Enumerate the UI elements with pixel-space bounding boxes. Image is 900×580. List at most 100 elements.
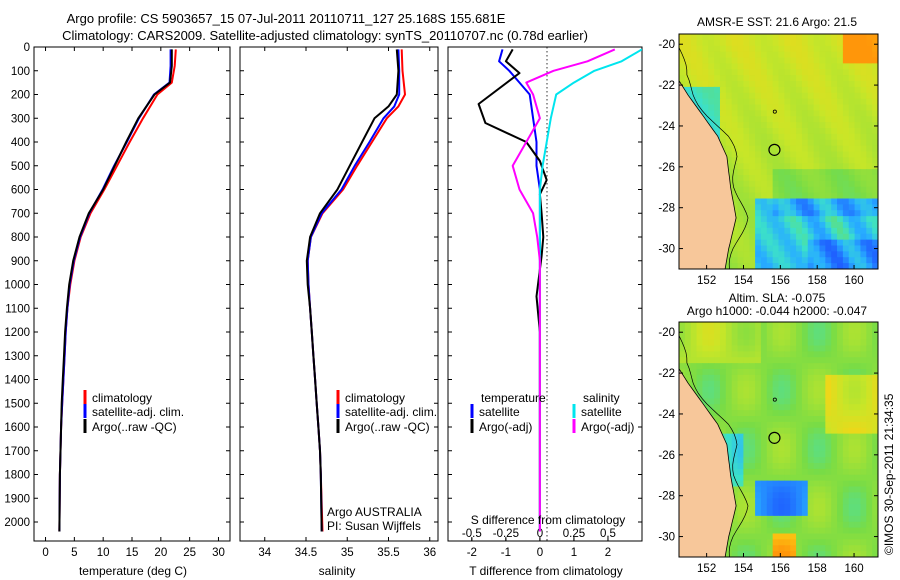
heatmap-cell xyxy=(749,139,756,147)
s-tick-label: 0 xyxy=(537,528,543,540)
heatmap-cell xyxy=(760,322,768,329)
heatmap-cell xyxy=(778,427,785,435)
heatmap-cell xyxy=(743,69,750,76)
heatmap-cell xyxy=(854,416,862,423)
heatmap-cell xyxy=(813,104,821,111)
heatmap-cell xyxy=(842,416,850,423)
heatmap-cell xyxy=(708,57,715,64)
heatmap-cell xyxy=(807,545,815,552)
heatmap-cell xyxy=(872,380,878,388)
heatmap-cell xyxy=(702,386,709,394)
heatmap-cell xyxy=(842,322,850,329)
heatmap-cell xyxy=(737,157,744,164)
heatmap-cell xyxy=(854,504,862,511)
heatmap-cell xyxy=(702,75,709,82)
heatmap-cell xyxy=(702,363,709,370)
heatmap-cell xyxy=(778,527,785,535)
heatmap-cell xyxy=(831,492,838,499)
heatmap-cell xyxy=(872,128,878,135)
depth-tick-label: 1500 xyxy=(4,398,30,410)
heatmap-cell xyxy=(831,145,838,153)
heatmap-cell xyxy=(690,34,698,41)
heatmap-cell xyxy=(790,551,797,557)
heatmap-cell xyxy=(854,257,862,264)
heatmap-cell xyxy=(866,416,873,423)
heatmap-cell xyxy=(760,122,768,129)
heatmap-cell xyxy=(719,322,727,329)
heatmap-cell xyxy=(854,322,862,329)
heatmap-cell xyxy=(784,486,791,493)
heatmap-cell xyxy=(848,374,856,382)
heatmap-cell xyxy=(731,357,739,364)
heatmap-cell xyxy=(872,486,878,493)
heatmap-cell xyxy=(848,175,856,182)
heatmap-cell xyxy=(825,86,832,94)
heatmap-cell xyxy=(796,480,803,488)
heatmap-cell xyxy=(725,451,733,458)
heatmap-cell xyxy=(825,157,832,164)
heatmap-cell xyxy=(825,104,832,111)
heatmap-cell xyxy=(790,351,797,358)
heatmap-cell xyxy=(860,139,867,147)
heatmap-cell xyxy=(772,416,780,423)
heatmap-cell xyxy=(848,457,856,464)
heatmap-cell xyxy=(866,398,873,405)
heatmap-cell xyxy=(819,351,826,358)
heatmap-cell xyxy=(819,386,826,394)
heatmap-cell xyxy=(778,227,785,235)
heatmap-cell xyxy=(854,169,862,176)
heatmap-cell xyxy=(743,457,750,464)
heatmap-cell xyxy=(778,110,785,117)
heatmap-cell xyxy=(743,222,750,229)
heatmap-cell xyxy=(801,327,809,335)
heatmap-cell xyxy=(755,233,762,241)
heatmap-cell xyxy=(837,245,844,252)
heatmap-cell xyxy=(854,515,862,523)
heatmap-cell xyxy=(755,116,762,123)
heatmap-cell xyxy=(837,339,844,347)
heatmap-cell xyxy=(801,398,809,405)
heatmap-cell xyxy=(819,404,826,411)
heatmap-cell xyxy=(790,122,797,129)
heatmap-cell xyxy=(784,81,791,88)
heatmap-cell xyxy=(749,157,756,164)
legend-argo: Argo(..raw -QC) xyxy=(92,420,177,434)
heatmap-cell xyxy=(807,374,815,382)
heatmap-cell xyxy=(696,92,704,100)
heatmap-cell xyxy=(743,374,750,382)
heatmap-cell xyxy=(819,98,826,106)
heatmap-cell xyxy=(743,39,750,47)
heatmap-cell xyxy=(819,363,826,370)
heatmap-cell xyxy=(778,404,785,411)
heatmap-cell xyxy=(755,186,762,194)
heatmap-cell xyxy=(796,263,803,269)
heatmap-cell xyxy=(778,210,785,217)
heatmap-cell xyxy=(837,239,844,247)
heatmap-cell xyxy=(772,486,780,493)
heatmap-cell xyxy=(854,34,862,41)
lat-tick-label: -30 xyxy=(658,532,675,544)
heatmap-cell xyxy=(860,363,867,370)
heatmap-cell xyxy=(772,157,780,164)
heatmap-cell xyxy=(743,175,750,182)
heatmap-cell xyxy=(819,198,826,205)
heatmap-cell xyxy=(819,486,826,493)
heatmap-cell xyxy=(813,327,821,335)
heatmap-cell xyxy=(725,251,733,258)
heatmap-cell xyxy=(848,327,856,335)
heatmap-cell xyxy=(807,98,815,106)
heatmap-cell xyxy=(766,192,774,200)
heatmap-cell xyxy=(755,339,762,347)
heatmap-cell xyxy=(790,486,797,493)
heatmap-cell xyxy=(807,34,815,41)
heatmap-cell xyxy=(854,175,862,182)
heatmap-cell xyxy=(842,551,850,557)
heatmap-cell xyxy=(813,498,821,505)
heatmap-cell xyxy=(766,474,774,482)
heatmap-cell xyxy=(737,421,744,429)
heatmap-cell xyxy=(778,128,785,135)
heatmap-cell xyxy=(813,457,821,464)
salinity-xlabel: salinity xyxy=(319,564,356,578)
heatmap-cell xyxy=(842,463,850,470)
heatmap-cell xyxy=(731,133,739,141)
